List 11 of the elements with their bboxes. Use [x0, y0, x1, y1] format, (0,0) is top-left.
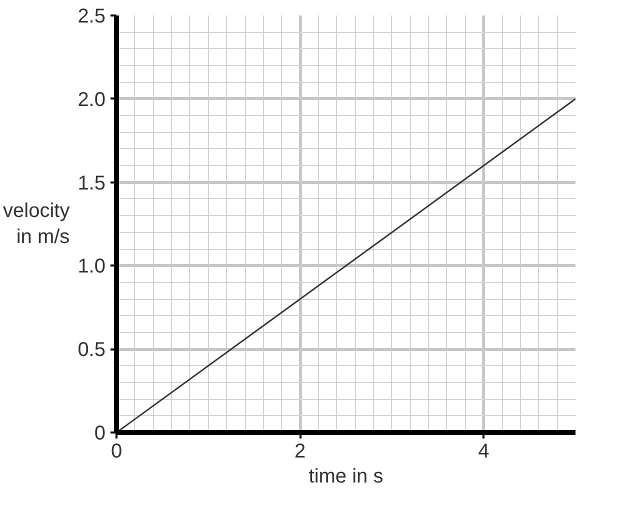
y-tick-label: 1.5: [78, 172, 106, 194]
x-tick-label: 2: [294, 440, 306, 462]
x-tick-label: 4: [478, 440, 490, 462]
x-tick-label: 0: [110, 440, 122, 462]
y-tick-label: 1.0: [78, 256, 106, 278]
y-tick-label: 0: [94, 422, 106, 444]
y-tick-label: 2.5: [78, 6, 106, 28]
x-axis-title: time in s: [308, 466, 384, 488]
y-tick-label: 0.5: [78, 339, 106, 362]
y-tick-label: 2.0: [78, 88, 106, 111]
y-axis-title: velocity in m/s: [3, 200, 70, 248]
